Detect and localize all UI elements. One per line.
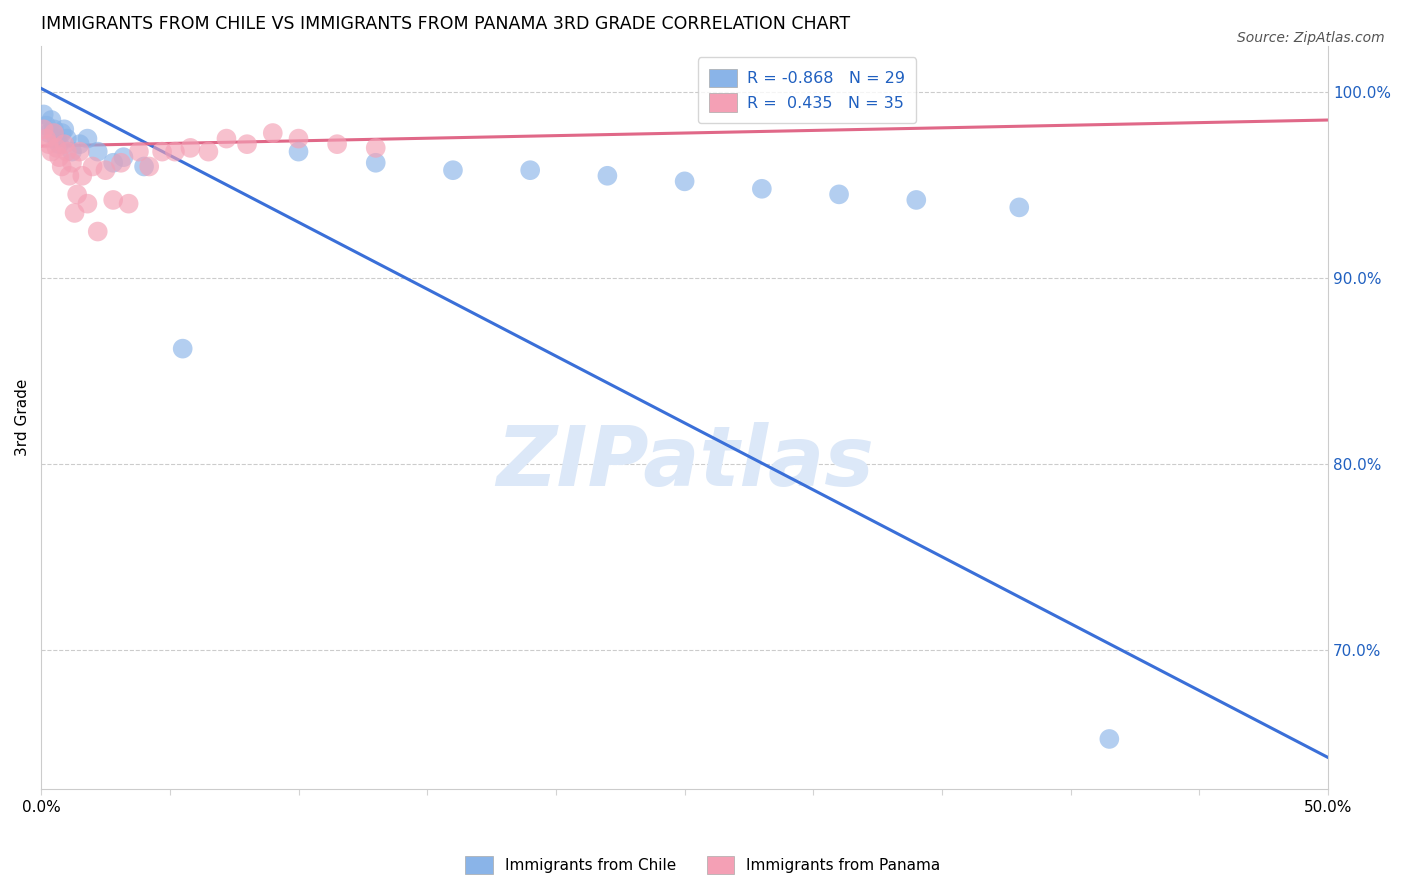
- Point: [76, 131, 98, 145]
- Point: [163, 145, 186, 159]
- Point: [32, 122, 55, 136]
- Point: [42, 122, 65, 136]
- Point: [41, 113, 63, 128]
- Point: [35, 131, 58, 145]
- Point: [828, 187, 851, 202]
- Point: [66, 187, 89, 202]
- Point: [32, 107, 55, 121]
- Point: [53, 122, 76, 136]
- Point: [112, 150, 135, 164]
- Point: [138, 160, 160, 174]
- Point: [35, 119, 58, 133]
- Point: [42, 126, 65, 140]
- Point: [51, 160, 73, 174]
- Text: ZIPatlas: ZIPatlas: [496, 422, 873, 502]
- Legend: Immigrants from Chile, Immigrants from Panama: Immigrants from Chile, Immigrants from P…: [460, 850, 946, 880]
- Point: [1098, 731, 1121, 746]
- Point: [364, 141, 387, 155]
- Point: [262, 126, 284, 140]
- Point: [905, 193, 928, 207]
- Point: [197, 145, 219, 159]
- Point: [236, 137, 259, 152]
- Point: [287, 145, 309, 159]
- Point: [287, 131, 309, 145]
- Point: [172, 342, 194, 356]
- Point: [72, 169, 94, 183]
- Legend: R = -0.868   N = 29, R =  0.435   N = 35: R = -0.868 N = 29, R = 0.435 N = 35: [697, 57, 917, 123]
- Point: [69, 137, 91, 152]
- Point: [117, 196, 139, 211]
- Point: [60, 145, 83, 159]
- Point: [215, 131, 238, 145]
- Point: [87, 225, 110, 239]
- Point: [56, 131, 79, 145]
- Point: [751, 182, 773, 196]
- Point: [110, 155, 132, 169]
- Point: [48, 150, 70, 164]
- Point: [103, 155, 125, 169]
- Point: [326, 137, 349, 152]
- Point: [60, 155, 83, 169]
- Point: [58, 169, 80, 183]
- Text: IMMIGRANTS FROM CHILE VS IMMIGRANTS FROM PANAMA 3RD GRADE CORRELATION CHART: IMMIGRANTS FROM CHILE VS IMMIGRANTS FROM…: [41, 15, 851, 33]
- Point: [596, 169, 619, 183]
- Point: [69, 145, 91, 159]
- Point: [179, 141, 201, 155]
- Point: [87, 145, 110, 159]
- Point: [63, 206, 86, 220]
- Point: [51, 126, 73, 140]
- Point: [56, 145, 79, 159]
- Point: [45, 131, 67, 145]
- Point: [150, 145, 173, 159]
- Point: [41, 145, 63, 159]
- Point: [38, 137, 60, 152]
- Y-axis label: 3rd Grade: 3rd Grade: [15, 379, 30, 456]
- Point: [82, 160, 104, 174]
- Point: [38, 126, 60, 140]
- Point: [53, 137, 76, 152]
- Point: [103, 193, 125, 207]
- Point: [76, 196, 98, 211]
- Point: [132, 160, 155, 174]
- Text: Source: ZipAtlas.com: Source: ZipAtlas.com: [1237, 31, 1385, 45]
- Point: [673, 174, 696, 188]
- Point: [45, 141, 67, 155]
- Point: [48, 137, 70, 152]
- Point: [441, 163, 464, 178]
- Point: [128, 145, 150, 159]
- Point: [94, 163, 117, 178]
- Point: [519, 163, 541, 178]
- Point: [364, 155, 387, 169]
- Point: [1008, 200, 1031, 214]
